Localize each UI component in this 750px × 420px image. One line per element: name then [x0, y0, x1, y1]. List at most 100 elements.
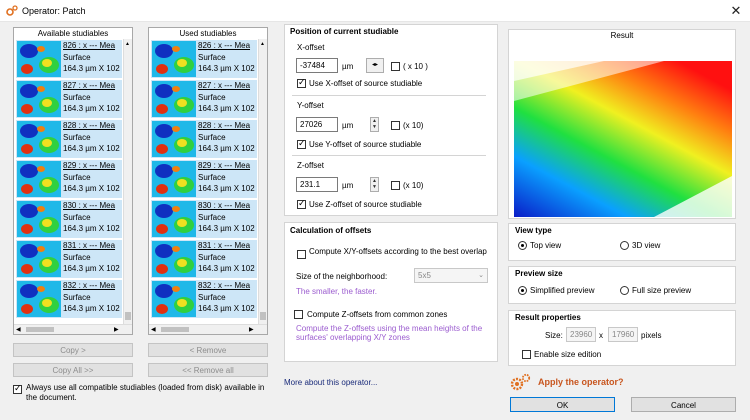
neighborhood-select[interactable]: 5x5 ⌄ — [414, 268, 488, 283]
item-type: Surface — [198, 293, 226, 302]
item-type: Surface — [198, 253, 226, 262]
used-hscrollbar[interactable]: ◀ ▶ — [149, 324, 267, 334]
y-mult-checkbox[interactable] — [391, 121, 400, 130]
available-vscrollbar[interactable]: ▲ — [123, 39, 132, 325]
z-offset-label: Z-offset — [297, 161, 324, 170]
remove-button[interactable]: < Remove — [148, 343, 268, 357]
list-item[interactable]: 826 : x --- Mea Surface 164.3 µm X 102 — [16, 40, 122, 78]
result-properties-title: Result properties — [515, 313, 581, 322]
remove-all-button[interactable]: << Remove all — [148, 363, 268, 377]
list-item[interactable]: 831 : x --- Mea Surface 164.3 µm X 102 — [151, 240, 257, 278]
item-name: 826 : x --- Mea — [198, 41, 251, 50]
used-studiables-list[interactable]: Used studiables 826 : x --- Mea Surface 16… — [148, 27, 268, 335]
item-type: Surface — [198, 213, 226, 222]
pixels-unit: pixels — [641, 331, 662, 340]
list-item[interactable]: 826 : x --- Mea Surface 164.3 µm X 102 — [151, 40, 257, 78]
separator — [292, 155, 486, 156]
top-view-radio[interactable] — [518, 241, 527, 250]
item-size: 164.3 µm X 102 — [63, 104, 120, 113]
ok-button[interactable]: OK — [510, 397, 615, 412]
width-input[interactable]: 23960 — [566, 327, 596, 342]
available-header: Available studiables — [37, 29, 109, 38]
item-type: Surface — [198, 133, 226, 142]
item-type: Surface — [63, 293, 91, 302]
always-use-checkbox[interactable] — [13, 383, 22, 394]
simplified-preview-label: Simplified preview — [530, 286, 595, 295]
list-item[interactable]: 828 : x --- Mea Surface 164.3 µm X 102 — [151, 120, 257, 158]
compute-xy-checkbox[interactable] — [297, 250, 306, 259]
simplified-preview-radio[interactable] — [518, 286, 527, 295]
used-header: Used studiables — [179, 29, 237, 38]
close-icon[interactable]: ✕ — [730, 3, 742, 18]
surface-thumbnail — [17, 41, 61, 77]
x-mult-label: ( x 10 ) — [403, 62, 428, 71]
available-hscrollbar[interactable]: ◀ ▶ — [14, 324, 132, 334]
always-use-label: Always use all compatible studiables (lo… — [26, 383, 265, 402]
z-use-source-checkbox[interactable] — [297, 198, 306, 209]
x-offset-input[interactable]: -37484 — [296, 58, 338, 73]
y-unit: µm — [342, 121, 354, 130]
x-spin-horizontal[interactable]: ◂▸ — [366, 58, 384, 73]
copy-all-button[interactable]: Copy All >> — [13, 363, 133, 377]
surface-thumbnail — [17, 281, 61, 317]
list-item[interactable]: 829 : x --- Mea Surface 164.3 µm X 102 — [151, 160, 257, 198]
item-name: 829 : x --- Mea — [198, 161, 251, 170]
list-item[interactable]: 830 : x --- Mea Surface 164.3 µm X 102 — [16, 200, 122, 238]
x-mult-checkbox[interactable] — [391, 62, 400, 71]
item-size: 164.3 µm X 102 — [198, 104, 255, 113]
preview-size-title: Preview size — [515, 269, 563, 278]
apply-operator-label: Apply the operator? — [538, 377, 624, 387]
item-size: 164.3 µm X 102 — [198, 184, 255, 193]
result-title: Result — [610, 31, 634, 40]
surface-thumbnail — [152, 241, 196, 277]
list-item[interactable]: 829 : x --- Mea Surface 164.3 µm X 102 — [16, 160, 122, 198]
full-size-preview-radio[interactable] — [620, 286, 629, 295]
list-item[interactable]: 831 : x --- Mea Surface 164.3 µm X 102 — [16, 240, 122, 278]
list-item[interactable]: 832 : x --- Mea Surface 164.3 µm X 102 — [151, 280, 257, 318]
z-mult-checkbox[interactable] — [391, 181, 400, 190]
height-input[interactable]: 17960 — [608, 327, 638, 342]
neighborhood-label: Size of the neighborhood: — [296, 272, 388, 281]
item-size: 164.3 µm X 102 — [198, 144, 255, 153]
surface-thumbnail — [152, 201, 196, 237]
available-studiables-list[interactable]: Available studiables 826 : x --- Mea Surf… — [13, 27, 133, 335]
item-name: 830 : x --- Mea — [198, 201, 251, 210]
cancel-button[interactable]: Cancel — [631, 397, 736, 412]
smaller-faster-hint: The smaller, the faster. — [296, 287, 377, 296]
z-spin[interactable]: ▲ ▼ — [370, 177, 379, 192]
position-title: Position of current studiable — [290, 27, 399, 36]
more-about-link[interactable]: More about this operator... — [284, 378, 378, 387]
surface-thumbnail — [17, 241, 61, 277]
list-item[interactable]: 828 : x --- Mea Surface 164.3 µm X 102 — [16, 120, 122, 158]
list-item[interactable]: 827 : x --- Mea Surface 164.3 µm X 102 — [16, 80, 122, 118]
calculation-title: Calculation of offsets — [290, 226, 372, 235]
item-size: 164.3 µm X 102 — [63, 304, 120, 313]
used-vscrollbar[interactable]: ▲ — [258, 39, 267, 325]
result-panel: Result — [508, 29, 736, 219]
enable-size-checkbox[interactable] — [522, 350, 531, 359]
y-offset-input[interactable]: 27026 — [296, 117, 338, 132]
list-item[interactable]: 832 : x --- Mea Surface 164.3 µm X 102 — [16, 280, 122, 318]
item-size: 164.3 µm X 102 — [63, 144, 120, 153]
z-offset-input[interactable]: 231.1 — [296, 177, 338, 192]
list-item[interactable]: 830 : x --- Mea Surface 164.3 µm X 102 — [151, 200, 257, 238]
item-size: 164.3 µm X 102 — [63, 184, 120, 193]
y-spin[interactable]: ▲ ▼ — [370, 117, 379, 132]
item-name: 826 : x --- Mea — [63, 41, 116, 50]
3d-view-radio[interactable] — [620, 241, 629, 250]
neighborhood-value: 5x5 — [418, 271, 431, 280]
copy-button[interactable]: Copy > — [13, 343, 133, 357]
item-name: 830 : x --- Mea — [63, 201, 116, 210]
compute-z-checkbox[interactable] — [294, 310, 303, 319]
list-item[interactable]: 827 : x --- Mea Surface 164.3 µm X 102 — [151, 80, 257, 118]
result-preview-image[interactable] — [514, 61, 732, 217]
y-use-source-checkbox[interactable] — [297, 138, 306, 149]
x-use-source-checkbox[interactable] — [297, 77, 306, 88]
x-offset-label: X-offset — [297, 43, 325, 52]
item-name: 832 : x --- Mea — [63, 281, 116, 290]
surface-thumbnail — [152, 121, 196, 157]
surface-thumbnail — [17, 121, 61, 157]
title-bar: Operator: Patch ✕ — [0, 0, 750, 22]
item-size: 164.3 µm X 102 — [63, 224, 120, 233]
z-desc-hint: Compute the Z-offsets using the mean hei… — [296, 324, 483, 342]
